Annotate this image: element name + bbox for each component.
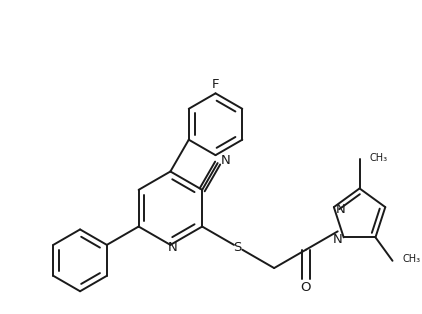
Text: F: F: [212, 78, 219, 91]
Text: S: S: [233, 241, 241, 254]
Text: O: O: [300, 281, 311, 294]
Text: N: N: [333, 233, 343, 246]
Text: N: N: [221, 154, 230, 167]
Text: CH₃: CH₃: [402, 254, 420, 264]
Text: CH₃: CH₃: [369, 153, 387, 163]
Text: N: N: [168, 241, 177, 254]
Text: N: N: [336, 203, 346, 215]
